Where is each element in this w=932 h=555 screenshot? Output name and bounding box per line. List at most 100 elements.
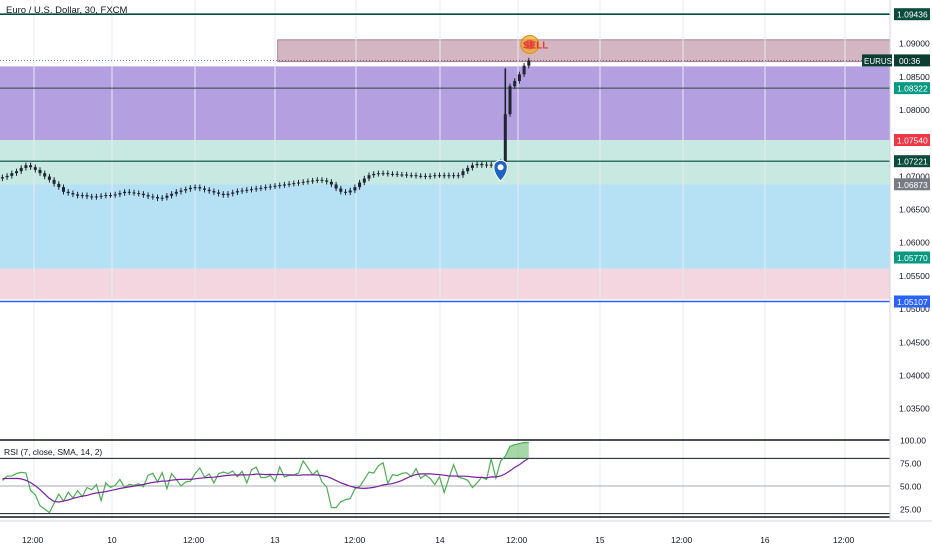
candle-body bbox=[282, 184, 286, 186]
candle-body bbox=[334, 184, 338, 189]
candle-body bbox=[353, 187, 357, 191]
candle-body bbox=[193, 187, 197, 189]
candle-body bbox=[419, 175, 423, 177]
candle-body bbox=[381, 173, 385, 175]
price-axis-tick: 1.08000 bbox=[899, 105, 930, 115]
price-axis-tick: 1.06000 bbox=[899, 238, 930, 248]
candle-body bbox=[156, 197, 159, 199]
candle-body bbox=[447, 175, 451, 177]
candle-body bbox=[141, 193, 145, 196]
candle-body bbox=[358, 182, 362, 188]
candle-body bbox=[292, 183, 296, 185]
candle-body bbox=[442, 175, 446, 177]
candle-body bbox=[475, 163, 479, 166]
zone-zone-teal bbox=[0, 140, 890, 185]
candle-body bbox=[306, 181, 310, 183]
candle-body bbox=[456, 175, 460, 177]
candle-body bbox=[198, 187, 202, 189]
rsi-axis-tick: 25.00 bbox=[900, 504, 922, 514]
candle-body bbox=[203, 188, 206, 190]
candle-body bbox=[0, 177, 4, 179]
candle-body bbox=[287, 183, 291, 185]
candle-body bbox=[160, 197, 164, 199]
candle-body bbox=[19, 167, 23, 172]
candle-body bbox=[43, 173, 47, 177]
price-level-badge-bg bbox=[894, 295, 930, 308]
rsi-axis-tick: 75.00 bbox=[900, 458, 922, 468]
candle-body bbox=[254, 188, 258, 190]
candle-body bbox=[47, 176, 51, 180]
candle-body bbox=[118, 193, 122, 195]
candle-body bbox=[188, 187, 192, 190]
candle-body bbox=[62, 187, 65, 192]
candle-body bbox=[231, 192, 235, 194]
candle-body bbox=[123, 191, 127, 194]
time-axis-tick: 10 bbox=[107, 535, 117, 545]
candle-body bbox=[235, 191, 239, 193]
price-level-badge: 1.09436 bbox=[897, 10, 928, 20]
pin-marker-icon bbox=[493, 159, 508, 182]
time-axis-tick: 15 bbox=[595, 535, 605, 545]
candle-body bbox=[395, 173, 399, 175]
price-level-badge: 1.05770 bbox=[897, 253, 928, 263]
candle-body bbox=[268, 186, 272, 188]
zone-zone-blue bbox=[0, 184, 890, 269]
time-axis-tick: 12:00 bbox=[22, 535, 44, 545]
pin-shape bbox=[493, 159, 508, 182]
timer-badge: 00:36 bbox=[899, 56, 921, 66]
candle-body bbox=[489, 164, 493, 166]
candle-body bbox=[517, 74, 521, 81]
candle-body bbox=[94, 196, 98, 198]
candle-body bbox=[452, 175, 456, 177]
price-level-badge: 1.06873 bbox=[897, 180, 928, 190]
candle-body bbox=[367, 175, 371, 179]
zone-zone-purple bbox=[0, 66, 890, 141]
price-level-badge-bg bbox=[894, 134, 930, 147]
time-axis-tick: 14 bbox=[435, 535, 445, 545]
time-axis-tick: 16 bbox=[760, 535, 770, 545]
candle-body bbox=[207, 189, 211, 192]
candle-body bbox=[24, 165, 28, 168]
symbol-badge: EURUSD bbox=[864, 57, 898, 66]
candle-body bbox=[339, 188, 343, 192]
candle-body bbox=[428, 175, 432, 177]
candle-body bbox=[301, 181, 305, 183]
price-level-badge: 1.07540 bbox=[897, 136, 928, 146]
rsi-line bbox=[1, 441, 529, 514]
price-level-badge-bg bbox=[894, 8, 930, 21]
price-axis-tick: 1.04000 bbox=[899, 370, 930, 380]
candle-body bbox=[423, 175, 427, 177]
candle-body bbox=[320, 179, 324, 181]
candle-body bbox=[259, 187, 263, 189]
candle-body bbox=[38, 169, 42, 174]
candle-body bbox=[264, 187, 268, 189]
price-axis-tick: 1.05000 bbox=[899, 304, 930, 314]
candle-body bbox=[151, 196, 155, 198]
candle-body bbox=[217, 192, 221, 194]
candle-body bbox=[113, 194, 117, 196]
candle-body bbox=[71, 193, 75, 195]
candle-body bbox=[400, 174, 404, 176]
price-axis-tick: 1.04500 bbox=[899, 337, 930, 347]
candle-body bbox=[513, 80, 517, 87]
price-level-badge-bg bbox=[894, 82, 930, 95]
candle-body bbox=[372, 173, 376, 176]
candle-body bbox=[170, 193, 174, 196]
candle-body bbox=[485, 164, 488, 166]
candle-body bbox=[52, 179, 56, 184]
candle-body bbox=[405, 174, 409, 176]
candle-body bbox=[33, 167, 37, 170]
zone-zone-top bbox=[277, 39, 932, 63]
sell-inner-icon bbox=[524, 39, 535, 50]
candle-body bbox=[278, 185, 282, 187]
candle-body bbox=[226, 193, 230, 196]
candle-body bbox=[99, 195, 103, 197]
candle-body bbox=[470, 165, 474, 168]
candle-body bbox=[137, 193, 141, 195]
candle-body bbox=[10, 173, 14, 176]
time-axis-tick: 13 bbox=[270, 535, 280, 545]
candle-body bbox=[344, 191, 347, 193]
candle-body bbox=[15, 171, 18, 174]
